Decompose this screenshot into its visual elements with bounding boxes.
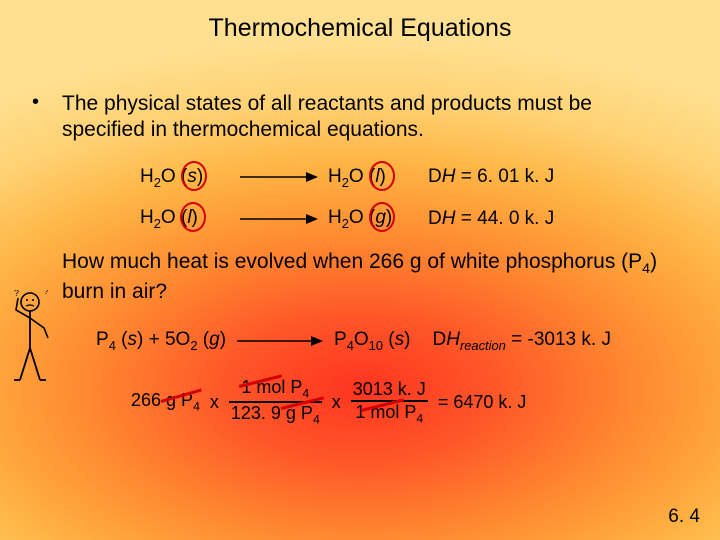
eq1-right: H2O (l) <box>328 166 428 190</box>
eq2-left: H2O (l) <box>140 207 240 231</box>
calc-x: x <box>332 392 341 413</box>
frac2-den: 1 mol P4 <box>353 402 425 426</box>
eq3-right: P4O10 (s) <box>334 329 410 353</box>
eq2-dh: DH = 44. 0 k. J <box>428 208 554 230</box>
eq1-dh: DH = 6. 01 k. J <box>428 166 554 188</box>
bullet-text: The physical states of all reactants and… <box>62 91 678 144</box>
red-circle-icon <box>181 161 207 191</box>
calc-x: x <box>210 392 219 413</box>
equations-block: H2O (s) H2O (l) DH = 6. 01 k. J H2O (l) … <box>140 166 720 232</box>
equation-3: P4 (s) + 5O2 (g) P4O10 (s) DHreaction = … <box>96 329 720 353</box>
eq3-left: P4 (s) + 5O2 (g) <box>96 329 226 353</box>
calc-result: = 6470 k. J <box>438 392 527 413</box>
eq2-right: H2O (g) <box>328 207 428 231</box>
arrow-icon <box>240 212 328 226</box>
arrow-icon <box>232 334 328 348</box>
eq3-dh: DHreaction = -3013 k. J <box>432 329 610 353</box>
question-text: How much heat is evolved when 266 g of w… <box>62 249 670 305</box>
calculation: 266 g P4 x 1 mol P4 123. 9 g P4 x 3013 k… <box>126 377 720 427</box>
red-circle-icon <box>180 202 206 232</box>
page-number: 6. 4 <box>668 506 700 528</box>
red-circle-icon <box>369 161 395 191</box>
frac1-num: 1 mol P4 <box>239 377 311 401</box>
slide-title: Thermochemical Equations <box>0 0 720 43</box>
svg-text:?: ? <box>44 290 49 296</box>
stick-figure-icon: ? ? <box>10 290 52 386</box>
arrow-icon <box>240 170 328 184</box>
equation-2: H2O (l) H2O (g) DH = 44. 0 k. J <box>140 207 720 231</box>
calc-fraction-2: 3013 k. J 1 mol P4 <box>351 379 428 426</box>
svg-text:?: ? <box>14 290 19 298</box>
frac2-num: 3013 k. J <box>351 379 428 401</box>
bullet-row: • The physical states of all reactants a… <box>0 91 720 144</box>
eq1-left: H2O (s) <box>140 166 240 190</box>
calc-term-1: 266 g P4 <box>131 390 200 414</box>
bullet-marker: • <box>32 91 62 144</box>
calc-fraction-1: 1 mol P4 123. 9 g P4 <box>229 377 322 427</box>
equation-1: H2O (s) H2O (l) DH = 6. 01 k. J <box>140 166 720 190</box>
frac1-den: 123. 9 g P4 <box>229 403 322 427</box>
